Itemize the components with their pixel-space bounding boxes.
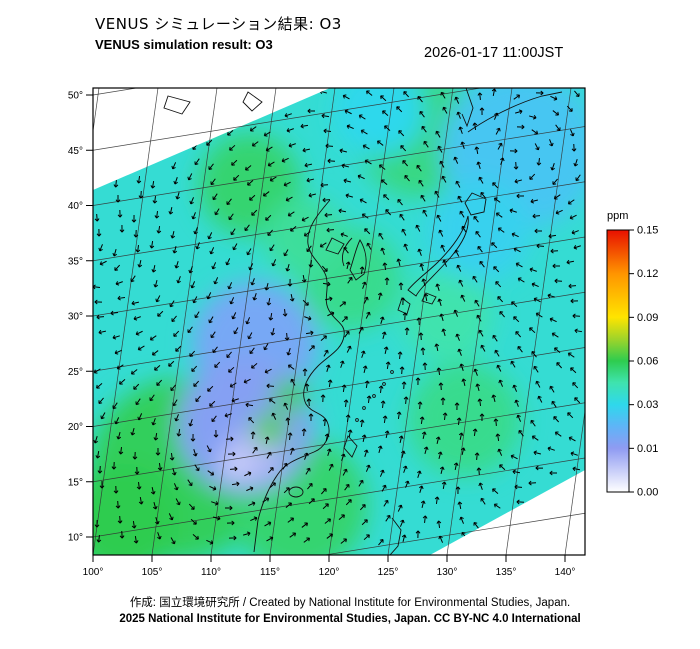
meridian-line [446, 88, 513, 555]
coastline-path [464, 192, 487, 216]
plot-frame [92, 87, 586, 556]
y-tick-label: 15° [68, 477, 83, 488]
meridian-line [564, 408, 585, 555]
title-english: VENUS simulation result: O3 [95, 37, 273, 52]
coastline-path [163, 95, 191, 115]
parallel-line [93, 457, 585, 538]
x-tick-label: 120° [319, 567, 340, 578]
meridian-line [269, 88, 336, 555]
x-tick-label: 135° [496, 567, 517, 578]
colorbar-tick-label: 0.01 [637, 443, 658, 455]
coastline-path [461, 88, 474, 128]
island-dot [362, 406, 366, 410]
timestamp: 2026-01-17 11:00JST [424, 45, 564, 61]
coastline-path [343, 435, 358, 458]
island-outline [288, 486, 304, 498]
o3-region [407, 362, 522, 477]
coastlines [163, 88, 563, 555]
o3-region [252, 412, 288, 447]
y-tick-label: 20° [68, 422, 83, 433]
colorbar-tick-label: 0.06 [637, 356, 658, 368]
x-tick-label: 140° [555, 567, 576, 578]
x-tick-label: 115° [260, 567, 280, 578]
colorbar-unit-label: ppm [607, 210, 628, 222]
coastline-path [253, 199, 345, 553]
title-japanese: VENUS シミュレーション結果: O3 [95, 15, 342, 33]
coastline-path [389, 517, 402, 555]
coastline-path [421, 292, 437, 305]
o3-region [334, 88, 426, 157]
parallel-line [93, 236, 585, 317]
island-dot [390, 370, 394, 374]
graticule [93, 88, 585, 555]
y-tick-label: 10° [68, 533, 83, 544]
y-tick-label: 30° [68, 312, 83, 323]
coastline-path [349, 239, 367, 281]
o3-region [272, 378, 308, 413]
colorbar-tick-label: 0.12 [637, 268, 658, 280]
o3-regions [93, 88, 585, 555]
island-dot [382, 382, 386, 386]
latitude-axis: 50° 45° 40° 35° 30° 25° 20° 15° 10° [68, 91, 93, 544]
y-tick-label: 35° [68, 256, 83, 267]
parallel-line [322, 512, 585, 555]
parallel-line [93, 181, 585, 262]
island-dot [372, 394, 376, 398]
parallel-line [93, 402, 585, 483]
coastline-path [341, 237, 353, 267]
x-tick-label: 105° [142, 567, 163, 578]
x-tick-label: 100° [83, 567, 104, 578]
o3-region [264, 197, 345, 278]
x-tick-label: 130° [437, 567, 458, 578]
license-line: 2025 National Institute for Environmenta… [119, 613, 581, 625]
longitude-axis: 100° 105° 110° 115° 120° 125° 130° 135° 140° [83, 555, 576, 578]
coastline-path [407, 215, 469, 297]
meridian-line [328, 88, 395, 555]
parallel-line [93, 88, 139, 96]
island-dot [355, 418, 359, 422]
y-tick-label: 25° [68, 367, 83, 378]
meridian-line [505, 88, 572, 555]
meridian-line [93, 88, 159, 555]
meridian-line [210, 88, 277, 555]
colorbar-tick-label: 0.03 [637, 399, 658, 411]
parallel-line [93, 88, 483, 151]
meridian-line [151, 88, 218, 555]
wind-vector-field [93, 88, 583, 546]
coastline-path [325, 237, 345, 255]
y-tick-label: 40° [68, 201, 83, 212]
x-tick-label: 125° [378, 567, 399, 578]
credit-line: 作成: 国立環境研究所 / Created by National Instit… [129, 597, 571, 609]
parallel-line [93, 126, 585, 206]
parallel-line [93, 291, 585, 372]
meridian-line [387, 88, 454, 555]
y-tick-label: 45° [68, 146, 83, 157]
colorbar-ticks: 0.15 0.12 0.09 0.06 0.03 0.01 0.00 [629, 225, 658, 499]
o3-region [220, 451, 249, 479]
colorbar-tick-label: 0.09 [637, 312, 658, 324]
colorbar-tick-label: 0.00 [637, 487, 658, 499]
colorbar-gradient [606, 229, 630, 493]
parallel-line [93, 347, 585, 427]
y-tick-label: 50° [68, 91, 83, 102]
coastline-path [242, 91, 263, 112]
colorbar-tick-label: 0.15 [637, 225, 658, 237]
colorbar: ppm 0.15 0.12 0.09 0.06 0.03 0.01 0.00 [606, 210, 658, 499]
coastline-path [397, 297, 411, 315]
x-tick-label: 110° [201, 567, 221, 578]
o3-region [428, 178, 532, 282]
meridian-line [93, 88, 100, 134]
